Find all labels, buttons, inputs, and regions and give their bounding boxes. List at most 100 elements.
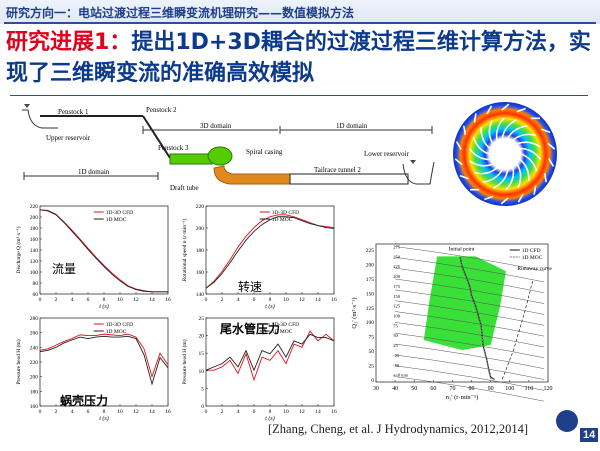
contour-label: 125 xyxy=(393,304,401,309)
guide-vane xyxy=(473,113,477,123)
y-tick-label: 225 xyxy=(366,248,375,254)
label-3d-domain: 3D domain xyxy=(200,122,232,130)
x-tick-label: 60 xyxy=(430,386,436,392)
x-tick-label: 10 xyxy=(283,297,289,303)
contour-label: 200 xyxy=(393,274,401,279)
label-1d-domain-right: 1D domain xyxy=(336,122,368,130)
y-axis-label: Pressure head H (m) xyxy=(15,339,22,384)
opening-contour xyxy=(395,343,545,369)
x-tick-label: 16 xyxy=(165,409,171,415)
draft-cn-label: 尾水管压力 xyxy=(220,322,281,336)
runner-blade xyxy=(516,141,541,148)
x-tick-label: 14 xyxy=(149,409,155,415)
contour-label: a=0 mm xyxy=(393,373,408,378)
pipeline-schematic: Penstock 1 Penstock 2 Penstock 3 Upper r… xyxy=(18,98,440,198)
runner-blade xyxy=(468,148,490,161)
label-penstock-1: Penstock 1 xyxy=(58,108,89,116)
x-tick-label: 30 xyxy=(373,386,379,392)
runner-blade xyxy=(474,167,498,175)
y-axis-label: Discharge Q (m³·s⁻¹) xyxy=(15,226,22,273)
y-tick-label: 200 xyxy=(30,375,39,381)
y-axis-label: Q₁' (m³·s⁻¹) xyxy=(351,297,358,328)
x-tick-label: 40 xyxy=(392,386,398,392)
legend-label: 1D-3D CFD xyxy=(106,210,133,216)
guide-vane xyxy=(462,125,467,135)
opening-contour xyxy=(395,322,545,348)
runner-pressure-contour-icon xyxy=(453,102,557,206)
label-lower-reservoir: Lower reservoir xyxy=(364,150,410,158)
y-tick-label: 0 xyxy=(201,404,204,410)
x-tick-label: 16 xyxy=(331,409,337,415)
legend-label: 1D-3D CFD xyxy=(272,322,299,328)
citation: [Zhang, Cheng, et al. J Hydrodynamics, 2… xyxy=(268,422,529,436)
x-tick-label: 80 xyxy=(469,386,475,392)
draft-pressure-chart: 0 2 4 6 8 10 12 14 16 25 20 15 10 5 0 t (s) Pressure hea… xyxy=(180,312,340,424)
runaway-curve-label: Runaway curve xyxy=(517,266,552,272)
x-tick-label: 12 xyxy=(299,297,305,303)
runner-blade xyxy=(480,126,491,150)
slide-headline: 研究进展1：提出1D+3D耦合的过渡过程三维计算方法，实现了三维瞬变流的准确高效… xyxy=(6,27,596,89)
y-axis-label: Pressure head H (m) xyxy=(181,339,188,384)
y-tick-label: 80 xyxy=(33,281,39,287)
x-axis-label: t (s) xyxy=(265,303,275,310)
x-tick-label: 14 xyxy=(315,409,321,415)
y-tick-label: 200 xyxy=(30,215,39,221)
x-tick-label: 16 xyxy=(331,297,337,303)
x-tick-label: 100 xyxy=(505,386,514,392)
series-line-0 xyxy=(205,214,335,289)
guide-vane xyxy=(454,158,463,166)
hill-chart: 275 250 225 200 175 150 125 100 75 50 25 -25 -50 a=0 … xyxy=(348,238,558,410)
x-tick-label: 0 xyxy=(39,297,42,303)
x-tick-label: 12 xyxy=(299,409,305,415)
y-tick-label: 200 xyxy=(366,262,375,268)
label-tailrace: Tailrace tunnel 2 xyxy=(314,166,361,174)
contour-label: 100 xyxy=(393,313,401,318)
opening-contour xyxy=(395,257,545,283)
x-tick-label: 0 xyxy=(39,409,42,415)
series-line-0 xyxy=(39,333,169,379)
runner-blade xyxy=(501,119,517,139)
spiral-cn-label: 蜗壳压力 xyxy=(60,394,109,408)
y-tick-label: 60 xyxy=(33,292,39,298)
guide-vane xyxy=(543,173,548,183)
contour-label: -50 xyxy=(393,363,400,368)
opening-contour xyxy=(395,311,545,337)
runner-blade xyxy=(472,136,490,155)
runner-blade xyxy=(516,163,522,188)
x-tick-label: 2 xyxy=(221,409,224,415)
label-upper-reservoir: Upper reservoir xyxy=(46,134,91,142)
guide-vane xyxy=(541,128,551,134)
opening-contour xyxy=(395,246,545,272)
guide-vane xyxy=(547,142,556,150)
legend-label: 1D MOC xyxy=(522,255,543,261)
series-line-0 xyxy=(39,209,168,293)
x-tick-label: 90 xyxy=(488,386,494,392)
plot-frame xyxy=(39,205,169,295)
runner-blade xyxy=(469,160,494,167)
opening-contour xyxy=(395,365,545,391)
y-axis-label: Rotational speed n (r·min⁻¹) xyxy=(181,218,188,281)
discharge-chart: 0 2 4 6 8 10 12 14 16 220 200 180 160 140 120 100 80 60 t … xyxy=(14,200,174,312)
penstock-3-3d xyxy=(169,153,213,165)
x-tick-label: 120 xyxy=(544,386,553,392)
y-tick-label: 5 xyxy=(201,386,204,392)
runner-blade xyxy=(505,167,515,191)
x-tick-label: 8 xyxy=(269,297,272,303)
legend-label: 1D MOC xyxy=(272,329,293,335)
contour-label: 75 xyxy=(393,323,398,328)
contour-label: -25 xyxy=(393,353,400,358)
runaway-curve xyxy=(501,280,534,380)
spiral-casing-3d xyxy=(207,146,233,166)
series-line-1 xyxy=(459,258,495,381)
guide-vane xyxy=(533,185,537,195)
legend-label: 1D MOC xyxy=(106,217,127,223)
runner-contour-image xyxy=(440,100,570,208)
guide-vane xyxy=(484,195,494,201)
label-draft-tube: Draft tube xyxy=(170,184,199,192)
x-axis-label: t (s) xyxy=(265,415,275,422)
x-tick-label: 0 xyxy=(205,297,208,303)
operating-region xyxy=(423,256,506,350)
y-tick-label: 280 xyxy=(30,316,39,322)
y-tick-label: 240 xyxy=(30,345,39,351)
university-logo-icon xyxy=(556,410,578,432)
